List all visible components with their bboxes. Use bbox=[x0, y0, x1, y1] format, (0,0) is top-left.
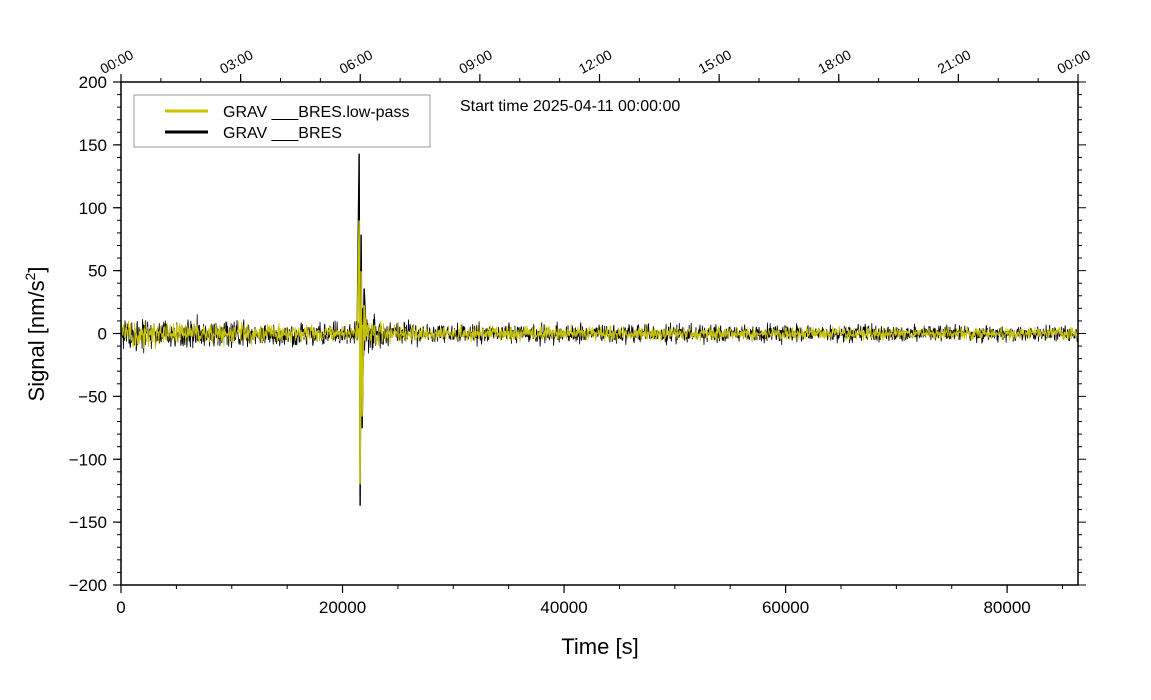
y-tick-label: −50 bbox=[78, 387, 107, 406]
top-axis-label: 09:00 bbox=[456, 46, 495, 77]
top-axis-label: 06:00 bbox=[337, 46, 376, 77]
x-tick-label: 40000 bbox=[540, 598, 587, 617]
x-tick-label: 20000 bbox=[319, 598, 366, 617]
y-axis-title-end: ] bbox=[24, 267, 49, 273]
x-tick-label: 80000 bbox=[983, 598, 1030, 617]
y-tick-label: −100 bbox=[69, 450, 107, 469]
y-axis-title: Signal [nm/s2] bbox=[22, 267, 49, 402]
y-tick-label: 50 bbox=[88, 262, 107, 281]
top-axis-label: 15:00 bbox=[696, 46, 735, 77]
start-time-annotation: Start time 2025-04-11 00:00:00 bbox=[460, 98, 680, 115]
y-tick-label: 150 bbox=[79, 136, 107, 155]
top-axis-label: 00:00 bbox=[97, 46, 136, 77]
legend-box bbox=[133, 94, 431, 148]
y-tick-label: 100 bbox=[79, 199, 107, 218]
top-axis-label: 21:00 bbox=[935, 46, 974, 77]
x-axis-title: Time [s] bbox=[561, 634, 638, 659]
x-tick-label: 60000 bbox=[762, 598, 809, 617]
y-tick-label: 0 bbox=[98, 325, 107, 344]
x-tick-label: 0 bbox=[116, 598, 125, 617]
raw-series-event-spike bbox=[356, 153, 367, 506]
y-tick-label: −150 bbox=[69, 513, 107, 532]
y-tick-label: −200 bbox=[69, 576, 107, 595]
lowpass-series-trace bbox=[121, 294, 1078, 367]
top-axis-label: 03:00 bbox=[217, 46, 256, 77]
legend-label-lowpass: GRAV ___BRES.low-pass bbox=[223, 104, 409, 121]
top-axis-label: 00:00 bbox=[1054, 46, 1093, 77]
series-layer bbox=[121, 153, 1078, 506]
top-axis-label: 18:00 bbox=[815, 46, 854, 77]
lowpass-series-event-spike bbox=[356, 220, 367, 485]
legend-label-raw: GRAV ___BRES bbox=[223, 125, 342, 142]
legend: GRAV ___BRES.low-pass GRAV ___BRES bbox=[133, 94, 431, 148]
y-axis-title-main: Signal [nm/s bbox=[24, 280, 49, 401]
y-tick-label: 200 bbox=[79, 73, 107, 92]
axis-ticks: 0 20000 40000 60000 80000 −200 −150 −100 −50 0 50 1… bbox=[69, 46, 1093, 617]
top-axis-label: 12:00 bbox=[576, 46, 615, 77]
y-axis-title-superscript: 2 bbox=[22, 272, 38, 280]
